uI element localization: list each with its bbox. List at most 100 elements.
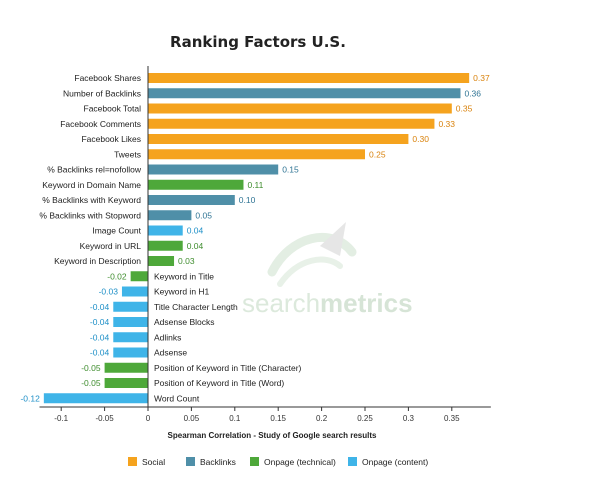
bar-row: Facebook Total 0.35 <box>84 103 473 114</box>
bar <box>113 347 148 358</box>
bar-row: Facebook Shares 0.37 <box>74 73 490 83</box>
bar-row: % Backlinks with Stopword 0.05 <box>39 210 212 221</box>
value-label: 0.36 <box>464 88 481 98</box>
watermark-text: searchmetrics <box>242 288 413 318</box>
x-tick-label: 0.05 <box>184 414 200 423</box>
value-label: 0.11 <box>247 180 263 190</box>
category-label: Keyword in Domain Name <box>42 180 141 190</box>
category-label: Facebook Comments <box>60 119 141 129</box>
category-label: Keyword in URL <box>80 241 142 251</box>
bar <box>104 378 148 388</box>
bar-row: Position of Keyword in Title (Character)… <box>81 362 302 373</box>
searchmetrics-watermark: searchmetrics <box>242 222 413 318</box>
category-label: Adsense Blocks <box>154 317 214 327</box>
category-label: Image Count <box>92 226 141 236</box>
value-label: 0.35 <box>456 104 473 114</box>
legend-swatch <box>250 457 259 466</box>
bar <box>130 271 148 282</box>
category-label: % Backlinks rel=nofollow <box>47 165 142 175</box>
bar <box>104 362 148 373</box>
category-label: Adsense <box>154 348 187 358</box>
bar <box>148 134 409 144</box>
x-tick-label: 0.25 <box>357 414 373 423</box>
bar <box>148 179 244 190</box>
category-label: Facebook Shares <box>74 73 141 83</box>
value-label: 0.05 <box>195 210 212 220</box>
bar <box>113 332 148 343</box>
bar <box>148 195 235 205</box>
x-tick-label: 0.1 <box>229 414 241 423</box>
legend-item: Social <box>128 457 165 467</box>
bar-row: Word Count -0.12 <box>20 393 200 404</box>
legend-item: Backlinks <box>186 457 236 467</box>
bar-row: Keyword in H1 -0.03 <box>99 286 210 297</box>
value-label: 0.25 <box>369 149 386 159</box>
value-label: -0.04 <box>90 348 110 358</box>
legend-label: Backlinks <box>200 457 236 467</box>
x-tick-label: 0.2 <box>316 414 328 423</box>
bars-layer: Facebook Shares 0.37 Number of Backlinks 0.… <box>20 73 490 404</box>
bar-row: Facebook Comments 0.33 <box>60 118 455 129</box>
category-label: Keyword in Description <box>54 256 141 266</box>
x-tick-label: 0 <box>146 414 151 423</box>
chart-title: Ranking Factors U.S. <box>170 33 346 51</box>
category-label: % Backlinks with Stopword <box>39 210 141 220</box>
bar-row: Tweets 0.25 <box>114 149 386 160</box>
category-label: Facebook Likes <box>81 134 141 144</box>
x-tick-label: -0.05 <box>95 414 114 423</box>
bar <box>148 256 175 266</box>
value-label: 0.03 <box>178 256 195 266</box>
value-label: 0.04 <box>187 241 204 251</box>
bar <box>148 210 192 221</box>
category-label: Position of Keyword in Title (Word) <box>154 378 284 388</box>
bar-row: Adsense Blocks -0.04 <box>90 317 214 327</box>
x-tick-label: 0.35 <box>444 414 460 423</box>
category-label: Keyword in Title <box>154 271 214 281</box>
bar-row: Adsense -0.04 <box>90 347 187 358</box>
x-axis: -0.1 -0.05 0 0.05 0.1 0.15 0.2 0.25 0.3 0.35 <box>39 66 491 423</box>
legend: Social Backlinks Onpage (technical) Onpage … <box>128 457 428 467</box>
legend-swatch <box>128 457 137 466</box>
x-tick-label: 0.15 <box>270 414 286 423</box>
value-label: 0.10 <box>239 195 256 205</box>
category-label: Facebook Total <box>84 104 142 114</box>
watermark-search: search <box>242 288 320 318</box>
category-label: Adlinks <box>154 332 181 342</box>
bar-row: Title Character Length -0.04 <box>90 301 238 312</box>
category-label: Title Character Length <box>154 302 238 312</box>
legend-swatch <box>186 457 195 466</box>
bar-row: Number of Backlinks 0.36 <box>63 88 481 99</box>
bar <box>148 240 183 251</box>
bar <box>148 118 435 129</box>
value-label: -0.03 <box>99 287 119 297</box>
x-tick-label: 0.3 <box>403 414 415 423</box>
watermark-metrics: metrics <box>320 288 413 318</box>
value-label: -0.04 <box>90 332 110 342</box>
bar-row: Keyword in Description 0.03 <box>54 256 195 266</box>
x-axis-label: Spearman Correlation - Study of Google s… <box>168 431 377 440</box>
legend-item: Onpage (content) <box>348 457 428 467</box>
bar-row: % Backlinks rel=nofollow 0.15 <box>47 164 299 175</box>
x-tick-label: -0.1 <box>54 414 68 423</box>
watermark-swoosh-icon <box>267 222 357 287</box>
category-label: Keyword in H1 <box>154 287 210 297</box>
category-label: Tweets <box>114 149 141 159</box>
legend-label: Social <box>142 457 165 467</box>
value-label: -0.04 <box>90 302 110 312</box>
bar <box>148 164 279 175</box>
bar-row: Keyword in Domain Name 0.11 <box>42 179 264 190</box>
category-label: Number of Backlinks <box>63 88 141 98</box>
category-label: % Backlinks with Keyword <box>42 195 141 205</box>
value-label: -0.04 <box>90 317 110 327</box>
value-label: -0.02 <box>107 271 127 281</box>
value-label: 0.30 <box>412 134 429 144</box>
legend-item: Onpage (technical) <box>250 457 336 467</box>
bar-row: Facebook Likes 0.30 <box>81 134 429 144</box>
legend-label: Onpage (content) <box>362 457 428 467</box>
bar-row: % Backlinks with Keyword 0.10 <box>42 195 256 205</box>
bar-row: Keyword in Title -0.02 <box>107 271 214 282</box>
bar <box>113 317 148 327</box>
value-label: 0.37 <box>473 73 490 83</box>
bar <box>121 286 148 297</box>
